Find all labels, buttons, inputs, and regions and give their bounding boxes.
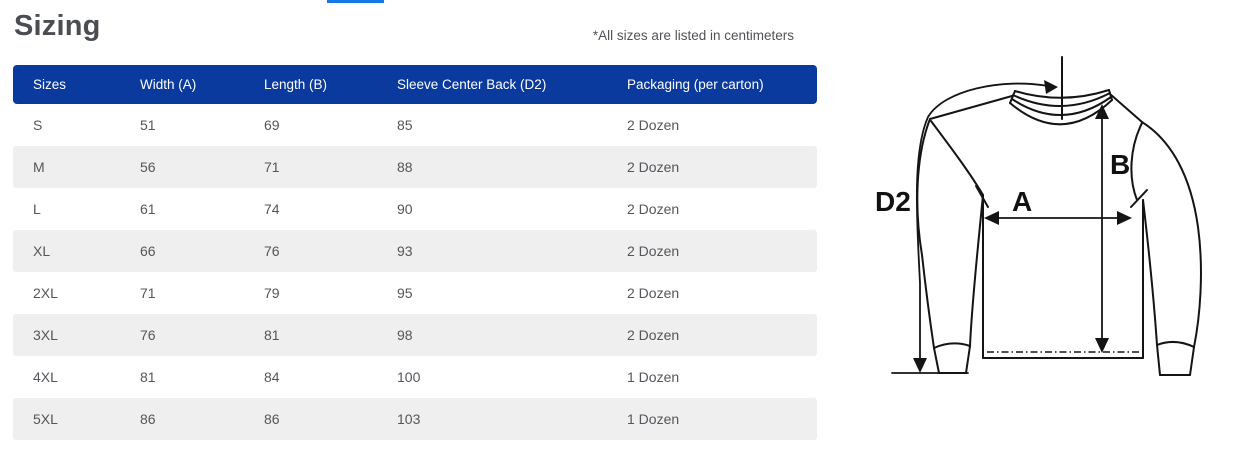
header-sleeve: Sleeve Center Back (D2) — [397, 77, 547, 92]
table-row: 3XL 76 81 98 2 Dozen — [13, 314, 817, 356]
cell-packaging: 2 Dozen — [627, 159, 680, 175]
table-row: M 56 71 88 2 Dozen — [13, 146, 817, 188]
cell-width: 51 — [140, 117, 156, 133]
cell-width: 71 — [140, 285, 156, 301]
cell-length: 71 — [264, 159, 280, 175]
table-row: 4XL 81 84 100 1 Dozen — [13, 356, 817, 398]
cell-width: 81 — [140, 369, 156, 385]
header-packaging: Packaging (per carton) — [627, 77, 764, 92]
cell-packaging: 2 Dozen — [627, 117, 680, 133]
cell-width: 86 — [140, 411, 156, 427]
table-row: 2XL 71 79 95 2 Dozen — [13, 272, 817, 314]
cell-size: S — [33, 117, 43, 133]
cell-length: 76 — [264, 243, 280, 259]
cell-sleeve: 93 — [397, 243, 413, 259]
header-sizes: Sizes — [33, 77, 67, 92]
units-note: *All sizes are listed in centimeters — [592, 28, 794, 43]
cell-sleeve: 88 — [397, 159, 413, 175]
cell-size: L — [33, 201, 41, 217]
cell-sleeve: 103 — [397, 411, 421, 427]
cell-sleeve: 100 — [397, 369, 421, 385]
cell-size: M — [33, 159, 45, 175]
page-title: Sizing — [14, 10, 101, 42]
cell-sleeve: 90 — [397, 201, 413, 217]
table-row: L 61 74 90 2 Dozen — [13, 188, 817, 230]
cell-packaging: 2 Dozen — [627, 243, 680, 259]
cell-sleeve: 98 — [397, 327, 413, 343]
table-row: XL 66 76 93 2 Dozen — [13, 230, 817, 272]
cell-width: 66 — [140, 243, 156, 259]
active-tab-underline — [327, 0, 384, 3]
label-d2: D2 — [875, 186, 911, 217]
cell-packaging: 2 Dozen — [627, 327, 680, 343]
label-b: B — [1110, 149, 1130, 180]
cell-length: 86 — [264, 411, 280, 427]
cell-packaging: 1 Dozen — [627, 369, 680, 385]
cell-width: 61 — [140, 201, 156, 217]
header-width: Width (A) — [140, 77, 197, 92]
long-sleeve-shirt-drawing: D2 A B — [875, 56, 1202, 376]
cell-sleeve: 85 — [397, 117, 413, 133]
cell-length: 79 — [264, 285, 280, 301]
label-a: A — [1012, 186, 1032, 217]
shirt-measurement-diagram: D2 A B — [860, 55, 1243, 395]
cell-length: 81 — [264, 327, 280, 343]
cell-width: 76 — [140, 327, 156, 343]
cell-width: 56 — [140, 159, 156, 175]
cell-length: 69 — [264, 117, 280, 133]
cell-size: XL — [33, 243, 51, 259]
cell-sleeve: 95 — [397, 285, 413, 301]
table-row: 5XL 86 86 103 1 Dozen — [13, 398, 817, 440]
cell-size: 5XL — [33, 411, 58, 427]
cell-size: 2XL — [33, 285, 58, 301]
cell-length: 74 — [264, 201, 280, 217]
header-length: Length (B) — [264, 77, 328, 92]
table-header-row: Sizes Width (A) Length (B) Sleeve Center… — [13, 65, 817, 104]
cell-size: 4XL — [33, 369, 58, 385]
cell-packaging: 1 Dozen — [627, 411, 680, 427]
table-row: S 51 69 85 2 Dozen — [13, 104, 817, 146]
cell-length: 84 — [264, 369, 280, 385]
cell-packaging: 2 Dozen — [627, 201, 680, 217]
cell-size: 3XL — [33, 327, 58, 343]
sizing-table: Sizes Width (A) Length (B) Sleeve Center… — [13, 65, 817, 440]
cell-packaging: 2 Dozen — [627, 285, 680, 301]
